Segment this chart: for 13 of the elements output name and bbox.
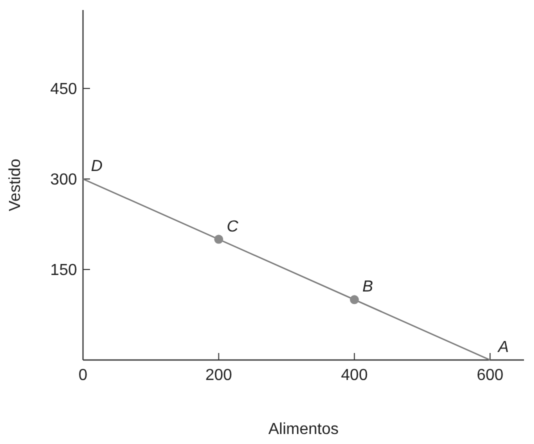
x-tick-label: 400 [341, 367, 368, 384]
x-axis-title: Alimentos [268, 421, 339, 438]
y-tick-label: 150 [50, 262, 78, 280]
annotation: C [226, 218, 239, 236]
y-axis-title: Vestido [7, 158, 24, 212]
annotation: A [497, 339, 509, 356]
y-tick-label: 300 [50, 172, 78, 189]
x-tick-label: 600 [476, 367, 504, 384]
x-tick-label: 0 [78, 367, 88, 384]
annotation: D [91, 158, 103, 175]
x-tick-label: 200 [205, 367, 232, 384]
y-tick-label: 450 [50, 81, 78, 98]
annotation: B [362, 278, 374, 296]
